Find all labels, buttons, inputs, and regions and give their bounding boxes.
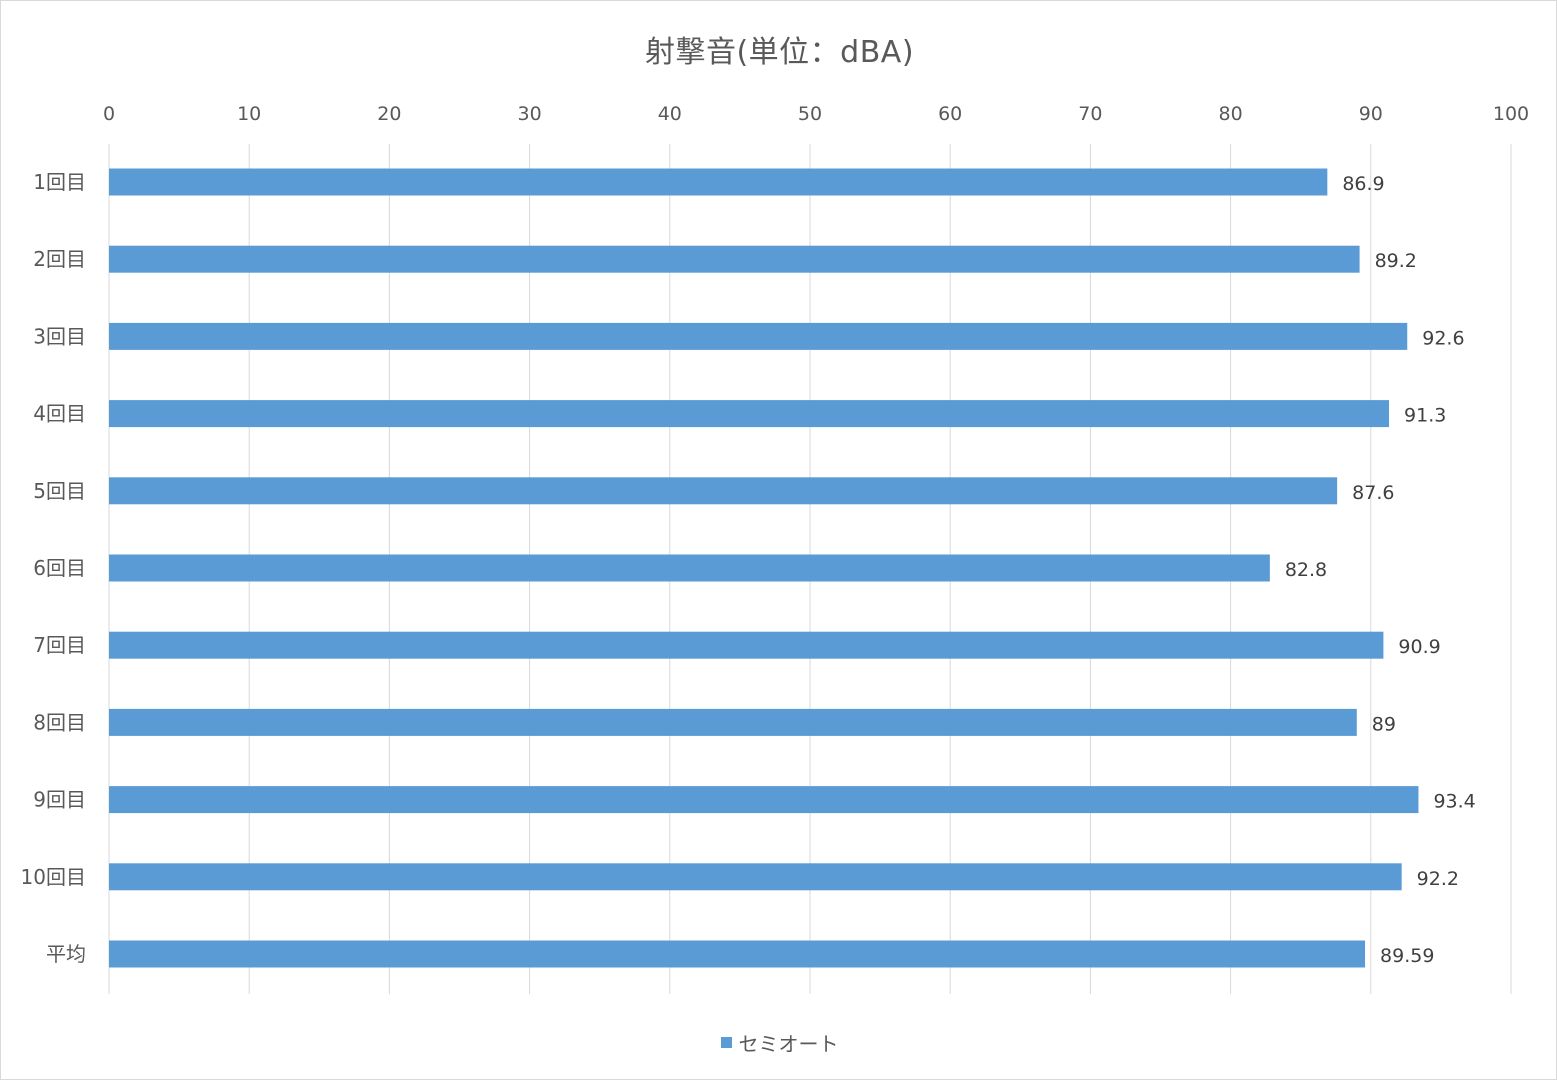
category-label: 9回目 xyxy=(33,788,86,812)
category-label: 2回目 xyxy=(33,247,86,271)
x-tick-label: 80 xyxy=(1219,103,1243,125)
bar xyxy=(109,245,1360,273)
category-label: 8回目 xyxy=(33,710,86,734)
data-label: 82.8 xyxy=(1285,559,1327,581)
bar xyxy=(109,708,1357,736)
data-label: 90.9 xyxy=(1398,636,1440,658)
x-tick-label: 50 xyxy=(798,103,822,125)
category-label: 5回目 xyxy=(33,479,86,503)
x-tick-label: 70 xyxy=(1078,103,1102,125)
bar xyxy=(109,631,1384,659)
data-label: 89 xyxy=(1372,713,1396,735)
legend: セミオート xyxy=(1,1028,1557,1057)
bar xyxy=(109,400,1390,428)
data-label: 86.9 xyxy=(1342,173,1384,195)
data-label: 92.6 xyxy=(1422,327,1464,349)
category-label: 4回目 xyxy=(33,402,86,426)
x-tick-label: 60 xyxy=(938,103,962,125)
x-tick-label: 90 xyxy=(1359,103,1383,125)
category-label: 6回目 xyxy=(33,556,86,580)
bar xyxy=(109,322,1408,350)
category-label: 平均 xyxy=(46,942,86,966)
data-label: 89.59 xyxy=(1380,945,1434,967)
x-tick-label: 20 xyxy=(377,103,401,125)
bar xyxy=(109,940,1366,968)
data-label: 87.6 xyxy=(1352,482,1394,504)
bar xyxy=(109,168,1328,196)
category-label: 7回目 xyxy=(33,633,86,657)
legend-label: セミオート xyxy=(738,1032,839,1056)
bar xyxy=(109,477,1338,505)
x-tick-label: 100 xyxy=(1493,103,1529,125)
x-tick-label: 40 xyxy=(658,103,682,125)
x-tick-label: 10 xyxy=(237,103,261,125)
x-tick-label: 30 xyxy=(518,103,542,125)
category-label: 1回目 xyxy=(33,170,86,194)
data-label: 93.4 xyxy=(1433,791,1475,813)
category-label: 10回目 xyxy=(21,865,86,889)
data-label: 92.2 xyxy=(1417,868,1459,890)
bar xyxy=(109,863,1402,891)
data-label: 91.3 xyxy=(1404,405,1446,427)
bar xyxy=(109,554,1270,582)
x-tick-label: 0 xyxy=(103,103,115,125)
bar xyxy=(109,786,1419,814)
legend-swatch xyxy=(720,1037,732,1048)
data-label: 89.2 xyxy=(1375,250,1417,272)
category-label: 3回目 xyxy=(33,324,86,348)
chart-title: 射撃音(単位：dBA) xyxy=(644,35,915,70)
